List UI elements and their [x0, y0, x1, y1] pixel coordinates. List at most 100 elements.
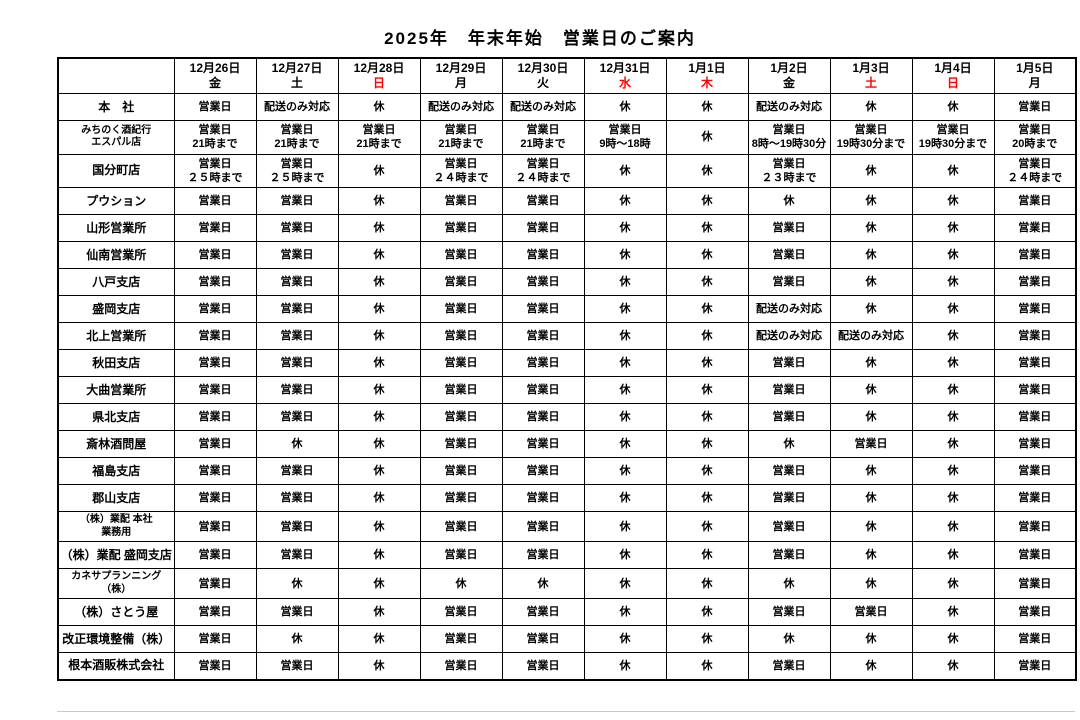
schedule-cell: 営業日: [255, 349, 339, 378]
table-row: （株）業配 本社 業務用 営業日 営業日休営業日 営業日休休営業日休休営業日: [57, 511, 1077, 543]
schedule-cell: 休: [583, 625, 667, 654]
table-row: プウション 営業日 営業日休営業日 営業日休休休休休営業日: [57, 187, 1077, 216]
schedule-cell: 休: [583, 322, 667, 351]
schedule-cell: 営業日: [255, 457, 339, 486]
schedule-cell: 休: [911, 322, 995, 351]
table-row: 福島支店 営業日 営業日休営業日 営業日休休営業日休休営業日: [57, 457, 1077, 486]
schedule-cell: 休: [337, 241, 421, 270]
schedule-cell: 休: [829, 541, 913, 570]
schedule-cell: 営業日 ２４時まで: [501, 153, 585, 189]
schedule-cell: 営業日: [993, 598, 1077, 627]
schedule-cell: 休: [911, 652, 995, 681]
schedule-cell: 営業日 20時まで: [993, 120, 1077, 155]
page-bottom-divider: [57, 711, 1075, 712]
row-name: 福島支店: [57, 457, 175, 486]
schedule-cell: 営業日: [173, 349, 257, 378]
schedule-cell: 営業日: [255, 214, 339, 243]
row-name: 斎林酒問屋: [57, 430, 175, 459]
schedule-cell: 営業日: [993, 625, 1077, 654]
table-body: 本 社営業日 配送のみ対応休配送のみ対応 配送のみ対応休休配送のみ対応休休営業日 みち…: [57, 93, 1077, 681]
schedule-cell: 休: [665, 484, 749, 513]
schedule-cell: 営業日: [501, 187, 585, 216]
schedule-cell: 営業日: [747, 349, 831, 378]
schedule-cell: 営業日: [747, 241, 831, 270]
column-header: 12月29日月: [419, 57, 503, 94]
schedule-cell: 営業日: [419, 652, 503, 681]
column-date: 1月3日: [852, 61, 890, 75]
column-header: 1月5日月: [993, 57, 1077, 94]
column-dow: 月: [454, 76, 467, 90]
schedule-cell: 休: [583, 153, 667, 189]
row-name: プウション: [57, 187, 175, 216]
row-name: 郡山支店: [57, 484, 175, 513]
schedule-cell: 営業日: [419, 457, 503, 486]
schedule-cell: 営業日: [993, 652, 1077, 681]
column-date: 12月28日: [353, 61, 405, 75]
schedule-cell: 休: [911, 241, 995, 270]
page-title: 2025年 年末年始 営業日のご案内: [384, 29, 696, 48]
schedule-cell: 営業日: [173, 541, 257, 570]
schedule-cell: 休: [665, 457, 749, 486]
schedule-cell: 配送のみ対応: [255, 93, 339, 121]
schedule-cell: 休: [337, 295, 421, 324]
schedule-cell: 休: [665, 541, 749, 570]
row-name: （株）さとう屋: [57, 598, 175, 627]
schedule-cell: 営業日: [419, 511, 503, 543]
column-date: 1月2日: [770, 61, 808, 75]
schedule-cell: 営業日: [255, 541, 339, 570]
schedule-cell: 営業日: [501, 403, 585, 432]
schedule-cell: 営業日: [419, 268, 503, 297]
schedule-cell: 営業日: [993, 214, 1077, 243]
schedule-cell: 休: [829, 187, 913, 216]
row-name: 改正環境整備（株）: [57, 625, 175, 654]
row-name: （株）業配 盛岡支店: [57, 541, 175, 570]
schedule-cell: 休: [829, 376, 913, 405]
schedule-cell: 営業日: [501, 430, 585, 459]
schedule-cell: 休: [911, 625, 995, 654]
table-row: 本 社営業日 配送のみ対応休配送のみ対応 配送のみ対応休休配送のみ対応休休営業日: [57, 93, 1077, 121]
schedule-cell: 営業日: [173, 214, 257, 243]
schedule-cell: 休: [829, 268, 913, 297]
schedule-cell: 休: [829, 349, 913, 378]
schedule-cell: 休: [747, 568, 831, 600]
schedule-cell: 休: [665, 322, 749, 351]
schedule-cell: 休: [337, 268, 421, 297]
schedule-cell: 休: [337, 403, 421, 432]
schedule-cell: 休: [337, 187, 421, 216]
schedule-cell: 休: [747, 187, 831, 216]
schedule-cell: 休: [337, 541, 421, 570]
schedule-cell: 休: [337, 214, 421, 243]
schedule-cell: 配送のみ対応: [419, 93, 503, 121]
schedule-cell: 休: [829, 403, 913, 432]
column-dow: 火: [536, 76, 549, 90]
schedule-cell: 配送のみ対応: [747, 295, 831, 324]
schedule-cell: 営業日 9時～18時: [583, 120, 667, 155]
schedule-cell: 営業日: [993, 376, 1077, 405]
schedule-cell: 営業日: [501, 376, 585, 405]
schedule-cell: 営業日: [747, 214, 831, 243]
header-row: 12月26日金 12月27日土 12月28日日 12月29日月 12月30日火 12月31…: [57, 57, 1077, 94]
schedule-cell: 休: [337, 568, 421, 600]
schedule-cell: 営業日 21時まで: [173, 120, 257, 155]
schedule-cell: 営業日 ２５時まで: [255, 153, 339, 189]
schedule-cell: 休: [747, 430, 831, 459]
table-row: みちのく酒紀行 エスパル店 営業日 21時まで 営業日 21時まで 営業日 21時まで…: [57, 120, 1077, 155]
schedule-cell: 営業日: [173, 598, 257, 627]
schedule-cell: 休: [911, 214, 995, 243]
schedule-cell: 休: [911, 403, 995, 432]
schedule-cell: 営業日: [993, 430, 1077, 459]
column-header: 12月28日日: [337, 57, 421, 94]
schedule-cell: 営業日 21時まで: [255, 120, 339, 155]
schedule-cell: 休: [911, 376, 995, 405]
row-name: 仙南営業所: [57, 241, 175, 270]
schedule-cell: 休: [911, 268, 995, 297]
schedule-cell: 営業日: [993, 295, 1077, 324]
schedule-cell: 営業日: [173, 652, 257, 681]
table-header: 12月26日金 12月27日土 12月28日日 12月29日月 12月30日火 12月31…: [57, 57, 1077, 94]
schedule-cell: 営業日: [993, 403, 1077, 432]
schedule-cell: 休: [665, 652, 749, 681]
schedule-cell: 休: [583, 93, 667, 121]
schedule-cell: 休: [665, 349, 749, 378]
schedule-cell: 配送のみ対応: [747, 322, 831, 351]
schedule-cell: 営業日: [419, 214, 503, 243]
